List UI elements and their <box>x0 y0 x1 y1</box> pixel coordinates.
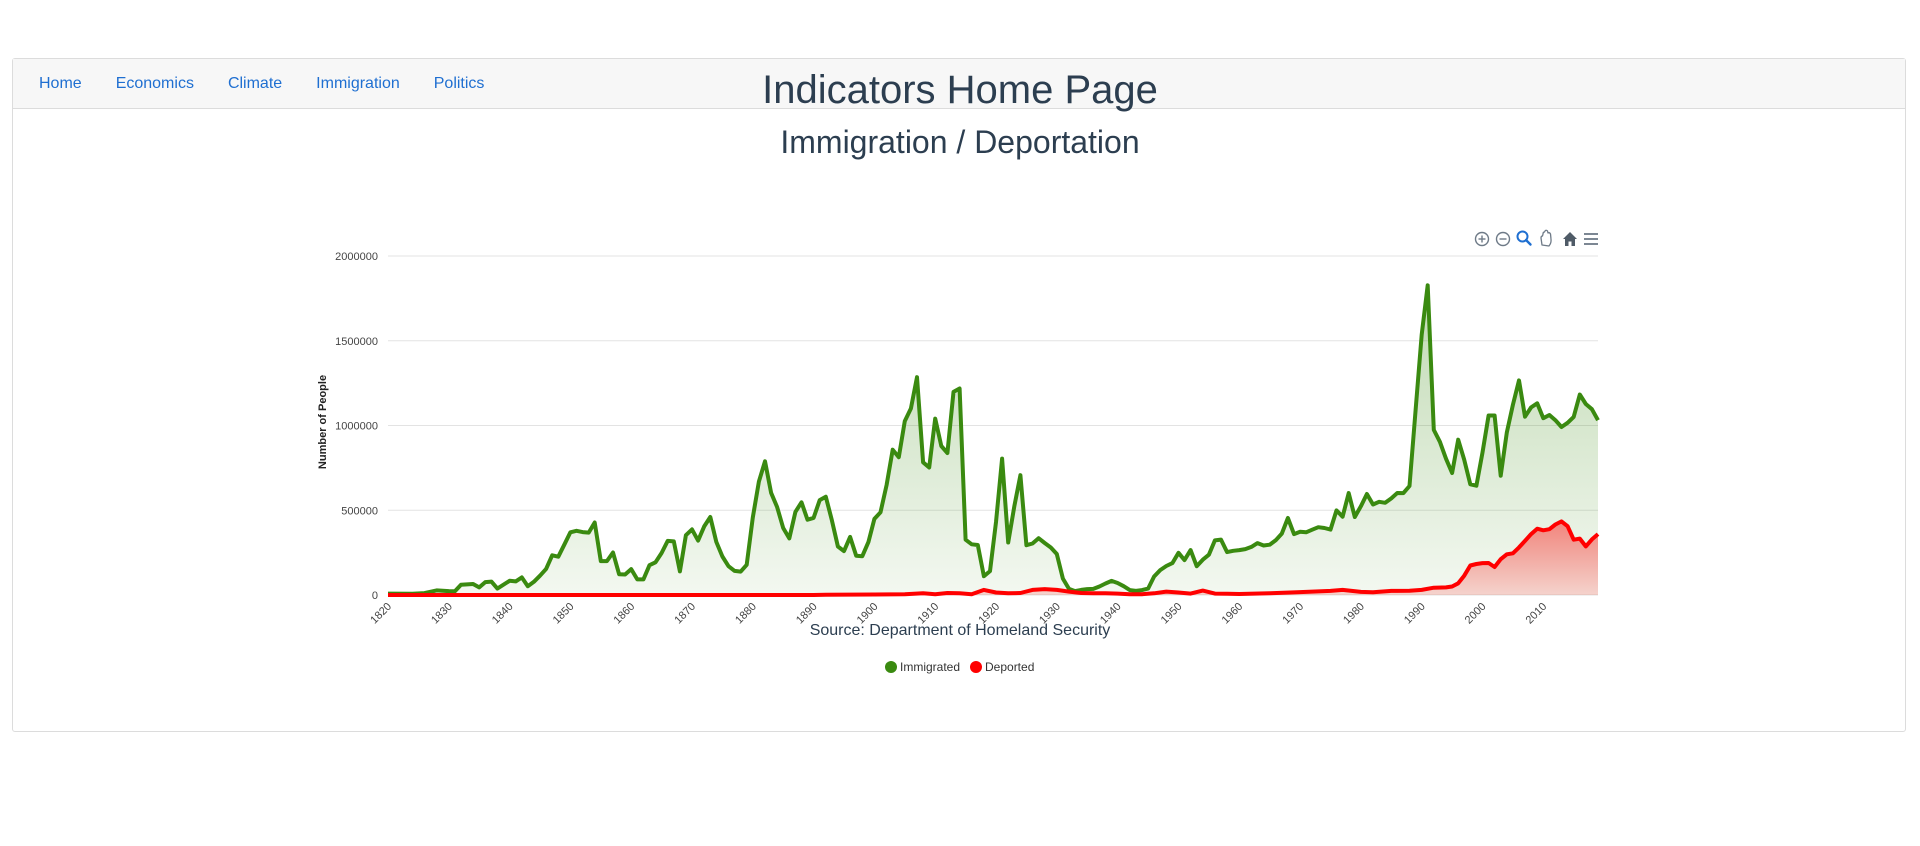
legend-marker-deported <box>970 661 982 673</box>
y-tick-label: 0 <box>372 590 378 602</box>
page-title: Indicators Home Page <box>762 68 1158 112</box>
y-axis-ticks: 0 500000 1000000 1500000 2000000 <box>335 251 378 602</box>
y-tick-label: 1500000 <box>335 336 378 348</box>
immigrated-line[interactable] <box>387 283 1600 596</box>
nav-economics[interactable]: Economics <box>115 74 194 92</box>
series-deported[interactable] <box>388 519 1600 597</box>
pan-hand-icon[interactable] <box>1540 229 1552 247</box>
zoom-in-icon[interactable] <box>1474 231 1490 247</box>
nav-immigration[interactable]: Immigration <box>316 74 400 92</box>
top-navbar: Home Economics Climate Immigration Polit… <box>13 59 1905 109</box>
y-tick-label: 500000 <box>341 505 378 517</box>
legend-label-immigrated: Immigrated <box>900 660 960 674</box>
y-tick-label: 2000000 <box>335 251 378 263</box>
legend-item-deported[interactable]: Deported <box>970 660 1034 674</box>
chart-toolbar <box>1474 229 1598 247</box>
y-axis-title: Number of People <box>317 375 329 469</box>
chart-title: Immigration / Deportation <box>780 124 1140 160</box>
chart-legend: Immigrated Deported <box>885 660 1034 674</box>
main-card: Home Economics Climate Immigration Polit… <box>12 58 1906 732</box>
zoom-out-icon[interactable] <box>1495 231 1511 247</box>
nav-climate[interactable]: Climate <box>227 74 283 92</box>
nav-politics[interactable]: Politics <box>433 74 485 92</box>
nav-home[interactable]: Home <box>39 74 82 92</box>
deported-line[interactable] <box>388 519 1600 597</box>
legend-marker-immigrated <box>885 661 897 673</box>
legend-item-immigrated[interactable]: Immigrated <box>885 660 960 674</box>
menu-icon[interactable] <box>1584 233 1598 245</box>
source-note: Source: Department of Homeland Security <box>809 622 1111 639</box>
y-tick-label: 1000000 <box>335 421 378 433</box>
selection-zoom-icon[interactable] <box>1516 230 1532 246</box>
legend-label-deported: Deported <box>985 660 1034 674</box>
series-immigrated[interactable] <box>387 283 1600 596</box>
deported-area <box>388 521 1598 595</box>
reset-home-icon[interactable] <box>1563 232 1577 246</box>
